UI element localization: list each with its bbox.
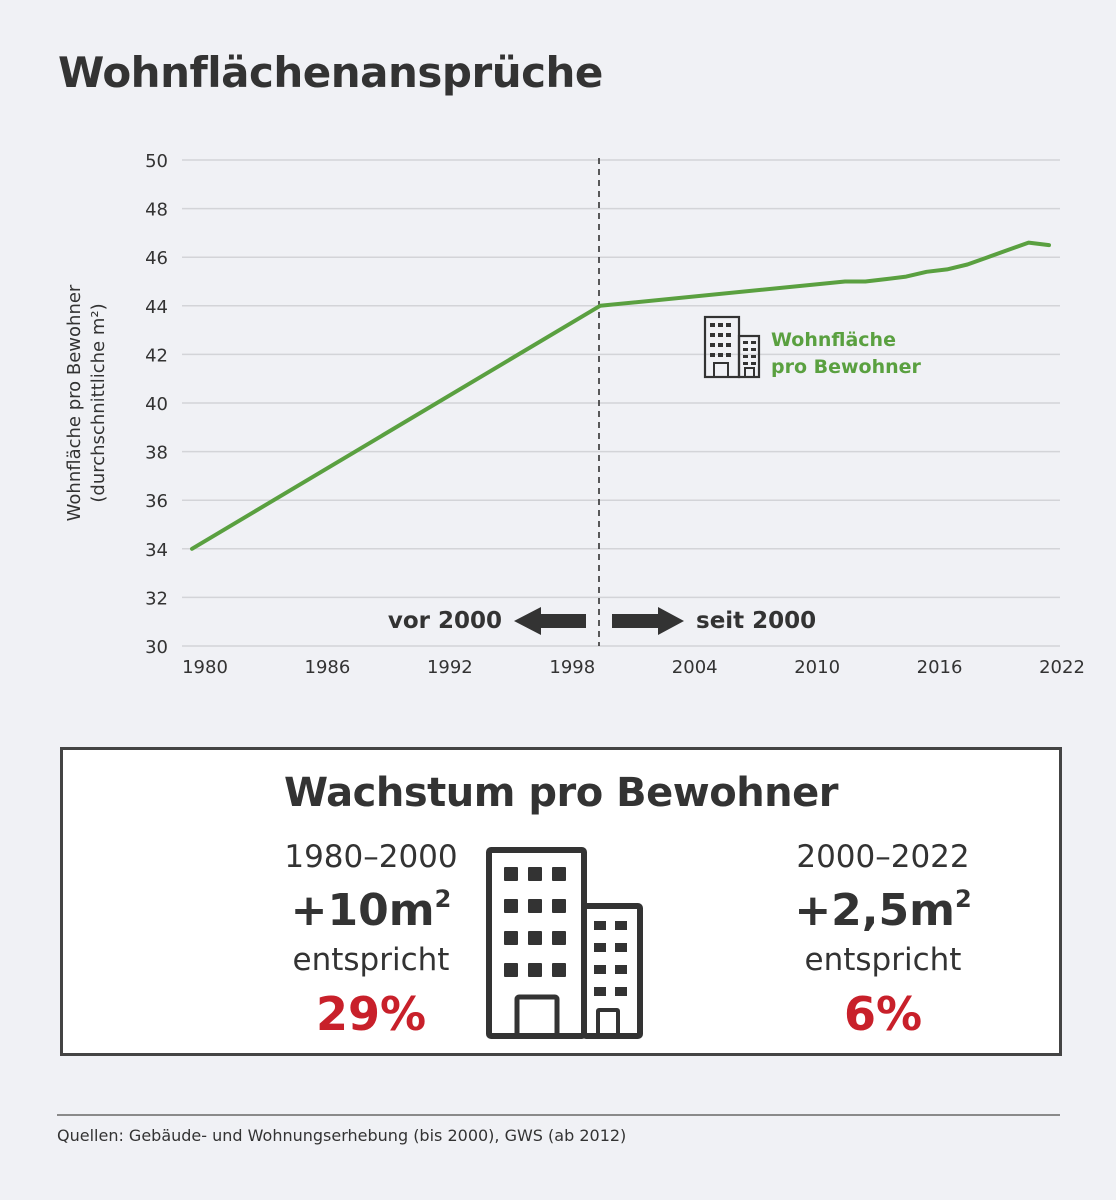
stat-before-2000: 1980–2000 +10m2 entspricht 29% [221, 840, 521, 1046]
svg-text:Wohnfläche pro Bewohner: Wohnfläche pro Bewohner [64, 284, 85, 521]
y-tick-label: 50 [145, 151, 168, 172]
y-tick-label: 34 [145, 540, 168, 561]
stat-equiv-label: entspricht [292, 942, 450, 978]
building-icon [486, 847, 643, 1039]
stat-delta: +10m2 [290, 885, 452, 936]
y-tick-label: 40 [145, 394, 168, 415]
source-note: Quellen: Gebäude- und Wohnungserhebung (… [57, 1126, 627, 1145]
svg-text:(durchschnittliche m²): (durchschnittliche m²) [88, 303, 109, 502]
legend-label-line1: Wohnfläche [771, 329, 896, 351]
summary-panel: Wachstum pro Bewohner 1980–2000 +10m2 en… [60, 747, 1062, 1056]
arrow-right-icon [612, 607, 684, 635]
stat-period: 1980–2000 [284, 839, 458, 875]
legend-label-line2: pro Bewohner [771, 356, 922, 378]
arrow-left-icon [514, 607, 586, 635]
x-tick-label: 2016 [917, 657, 963, 678]
y-tick-label: 46 [145, 248, 168, 269]
y-tick-label: 32 [145, 588, 168, 609]
stat-since-2000: 2000–2022 +2,5m2 entspricht 6% [733, 840, 1033, 1046]
building-icon [703, 315, 761, 379]
era-label-before: vor 2000 [388, 608, 502, 634]
x-tick-label: 1998 [549, 657, 595, 678]
x-tick-label: 1986 [305, 657, 351, 678]
y-tick-label: 36 [145, 491, 168, 512]
stat-percent: 29% [315, 987, 427, 1041]
page-title: Wohnflächenansprüche [58, 48, 603, 97]
stat-delta: +2,5m2 [794, 885, 972, 936]
summary-title: Wachstum pro Bewohner [283, 770, 839, 816]
x-tick-label: 2004 [672, 657, 718, 678]
legend: Wohnfläche pro Bewohner [703, 315, 922, 379]
gridlines [182, 159, 1060, 647]
x-tick-label: 2022 [1039, 657, 1085, 678]
footer-divider [57, 1114, 1060, 1116]
y-axis-ticks: 50 48 46 44 42 40 38 36 34 32 30 [145, 151, 168, 658]
y-axis-label: Wohnfläche pro Bewohner (durchschnittlic… [64, 284, 109, 521]
y-tick-label: 48 [145, 200, 168, 221]
y-tick-label: 42 [145, 345, 168, 366]
stat-equiv-label: entspricht [804, 942, 962, 978]
x-tick-label: 1992 [427, 657, 473, 678]
y-tick-label: 44 [145, 297, 168, 318]
line-chart: Wohnfläche pro Bewohner (durchschnittlic… [64, 151, 1085, 678]
era-label-after: seit 2000 [696, 608, 816, 634]
x-tick-label: 1980 [182, 657, 228, 678]
stat-percent: 6% [843, 987, 923, 1041]
x-axis-ticks: 1980 1986 1992 1998 2004 2010 2016 2022 [182, 657, 1085, 678]
y-tick-label: 30 [145, 637, 168, 658]
y-tick-label: 38 [145, 443, 168, 464]
x-tick-label: 2010 [794, 657, 840, 678]
series-line [190, 240, 1051, 551]
stat-period: 2000–2022 [796, 839, 970, 875]
